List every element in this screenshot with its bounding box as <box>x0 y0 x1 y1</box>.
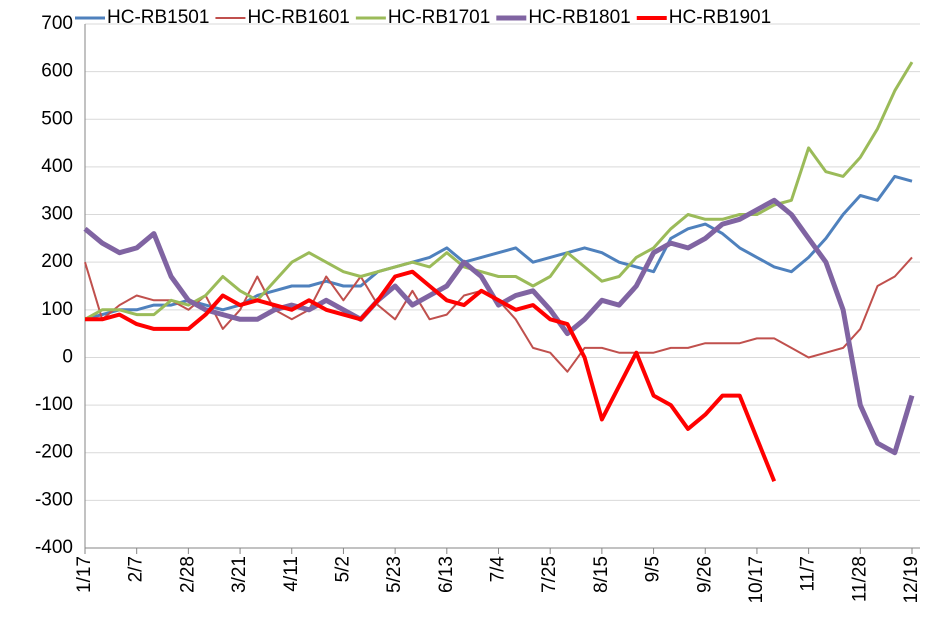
x-tick-label: 8/15 <box>591 556 612 593</box>
series-line <box>84 174 913 321</box>
y-tick-label: 500 <box>41 108 73 129</box>
y-tick-label: 300 <box>41 204 73 225</box>
series-line <box>84 256 913 373</box>
series-line <box>83 197 915 456</box>
legend-label: HC-RB1601 <box>247 7 349 28</box>
x-tick-label: 9/26 <box>694 556 715 593</box>
x-tick-label: 2/28 <box>177 556 198 593</box>
y-tick-label: 700 <box>41 13 73 34</box>
legend-label: HC-RB1501 <box>107 7 209 28</box>
y-tick-label: -400 <box>35 537 73 558</box>
legend-label: HC-RB1801 <box>528 7 630 28</box>
x-tick-label: 4/11 <box>281 556 302 592</box>
x-tick-label: 2/7 <box>126 556 147 582</box>
x-tick-label: 1/17 <box>74 556 95 593</box>
x-tick-label: 9/5 <box>643 556 664 582</box>
series-line <box>85 269 777 483</box>
x-tick-label: 12/19 <box>901 556 922 604</box>
legend-label: HC-RB1701 <box>388 7 490 28</box>
y-tick-label: -100 <box>35 394 73 415</box>
x-tick-label: 3/21 <box>229 556 250 593</box>
y-tick-label: 600 <box>41 61 73 82</box>
x-tick-label: 6/13 <box>436 556 457 593</box>
y-tick-label: 200 <box>41 251 73 272</box>
x-tick-label: 7/25 <box>539 556 560 593</box>
y-tick-label: -200 <box>35 442 73 463</box>
x-tick-label: 10/17 <box>746 556 767 604</box>
legend-label: HC-RB1901 <box>669 7 771 28</box>
y-tick-label: 400 <box>41 156 73 177</box>
x-tick-label: 5/23 <box>384 556 405 593</box>
x-tick-label: 11/7 <box>798 556 819 592</box>
x-tick-label: 5/2 <box>332 556 353 582</box>
x-tick-label: 11/28 <box>849 556 870 602</box>
y-tick-label: 100 <box>41 299 73 320</box>
y-tick-label: -300 <box>35 489 73 510</box>
series-line <box>84 61 914 321</box>
y-tick-label: 0 <box>62 346 73 367</box>
x-tick-label: 7/4 <box>488 556 509 583</box>
